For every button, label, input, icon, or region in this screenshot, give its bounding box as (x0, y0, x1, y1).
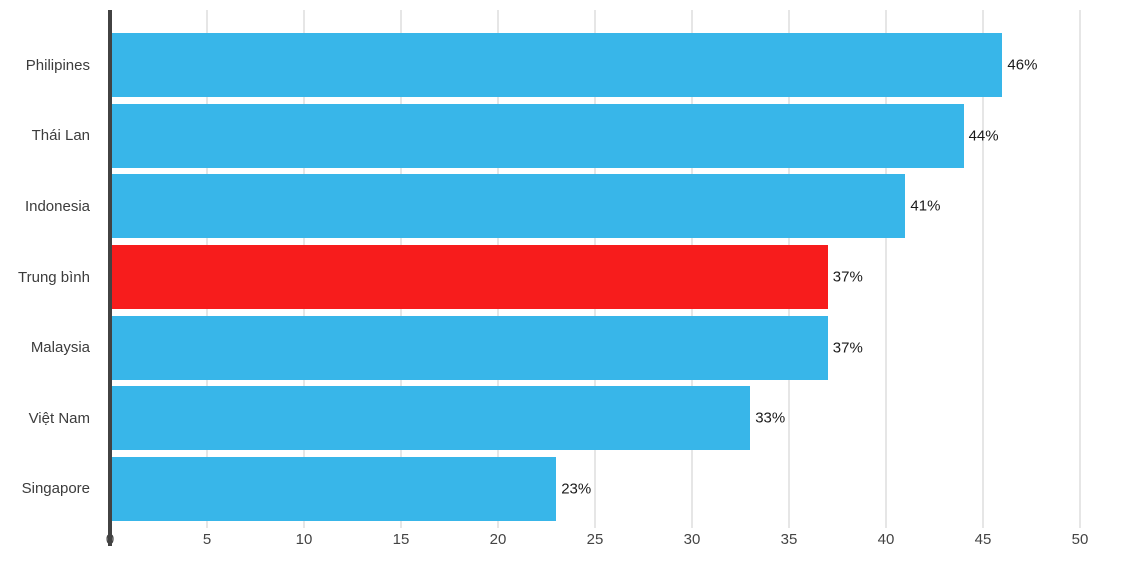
bar-row: 33% (110, 383, 1080, 454)
category-label: Malaysia (30, 339, 90, 357)
x-tick-label: 5 (202, 531, 212, 548)
value-label: 44% (968, 127, 999, 145)
bar-2: 41% (110, 174, 940, 239)
bar-row: 41% (110, 171, 1080, 242)
category-label: Việt Nam (28, 409, 90, 427)
value-label: 46% (1007, 56, 1038, 74)
bar-row: 44% (110, 101, 1080, 172)
bar-5: 33% (110, 386, 785, 451)
value-label: 23% (561, 480, 592, 498)
bar-3: 37% (110, 245, 863, 310)
bar-row: 37% (110, 242, 1080, 313)
gridline (1079, 10, 1081, 528)
x-tick-label: 15 (392, 531, 410, 548)
x-tick-label: 20 (489, 531, 507, 548)
y-axis-labels: Philipines Thái Lan Indonesia Trung bình Mal… (0, 30, 100, 524)
x-tick-label: 40 (877, 531, 895, 548)
bar-4: 37% (110, 315, 863, 380)
bar-row: 37% (110, 312, 1080, 383)
category-label: Philipines (25, 56, 90, 74)
x-tick-label: 50 (1071, 531, 1089, 548)
category-label: Thái Lan (31, 127, 90, 145)
bar-0: 46% (110, 33, 1037, 98)
bars: 46% 44% 41% 37% 37% 33% 23% (110, 30, 1080, 524)
bar-1: 44% (110, 103, 999, 168)
bar-6: 23% (110, 456, 591, 521)
x-tick-label: 45 (974, 531, 992, 548)
value-label: 33% (755, 409, 786, 427)
x-axis-ticks: 05101520253035404550 (106, 531, 1089, 553)
value-label: 41% (910, 197, 941, 215)
bar-row: 23% (110, 453, 1080, 524)
category-label: Indonesia (24, 197, 90, 215)
x-tick-label: 30 (683, 531, 701, 548)
bar-row: 46% (110, 30, 1080, 101)
y-axis-line (108, 10, 112, 546)
value-label: 37% (832, 339, 863, 357)
category-label: Trung bình (18, 268, 90, 286)
x-tick-label: 25 (586, 531, 604, 548)
x-tick-label: 35 (780, 531, 798, 548)
plot-area: 46% 44% 41% 37% 37% 33% 23% (108, 10, 1081, 546)
x-tick-label: 10 (295, 531, 313, 548)
gridline (885, 10, 887, 528)
gridline (982, 10, 984, 528)
category-label: Singapore (21, 480, 90, 498)
value-label: 37% (832, 268, 863, 286)
